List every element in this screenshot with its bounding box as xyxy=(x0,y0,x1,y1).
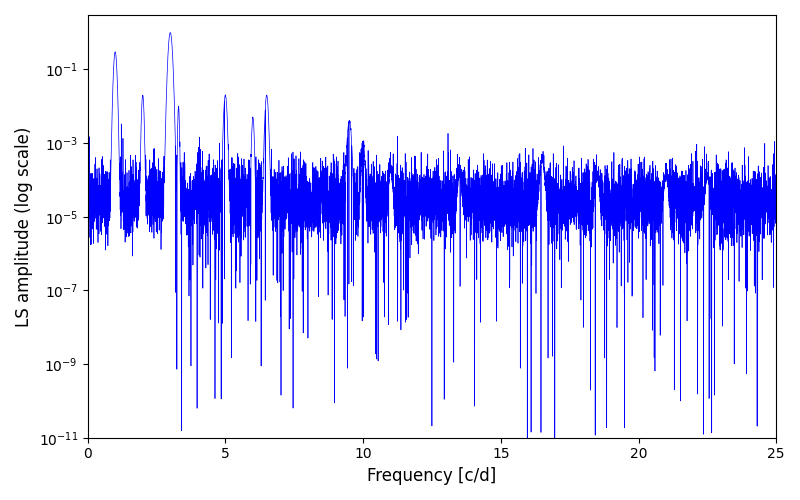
X-axis label: Frequency [c/d]: Frequency [c/d] xyxy=(367,467,497,485)
Y-axis label: LS amplitude (log scale): LS amplitude (log scale) xyxy=(15,126,33,326)
